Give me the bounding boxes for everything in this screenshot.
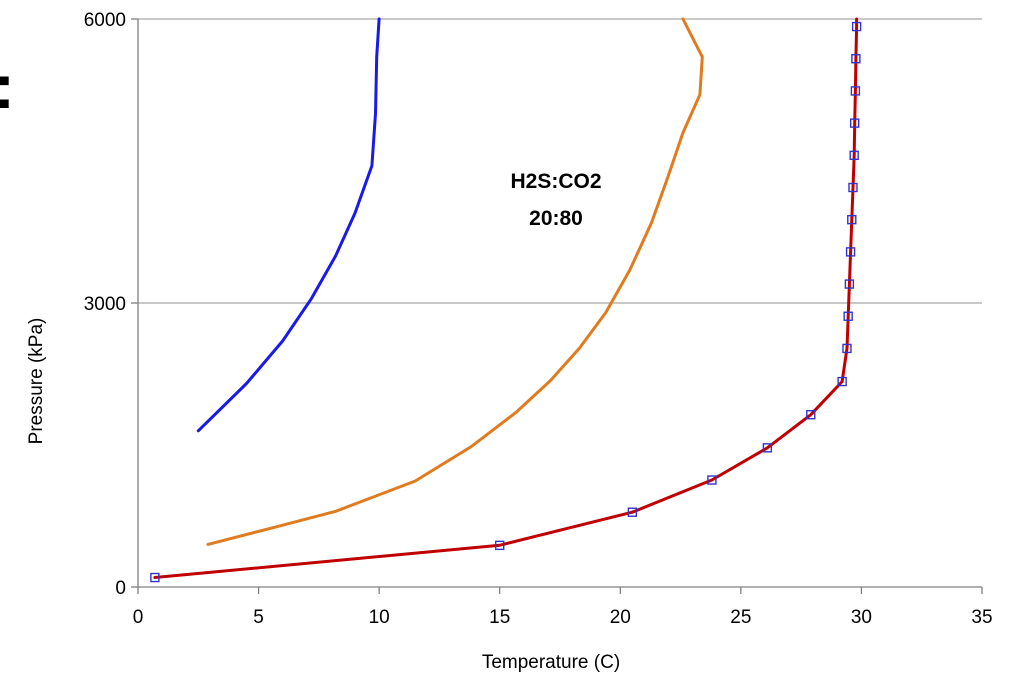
series-3-point-13 xyxy=(848,182,858,193)
x-tick-label-20: 20 xyxy=(610,607,631,628)
series-3-point-11 xyxy=(845,247,856,257)
x-tick-label-5: 5 xyxy=(253,607,264,628)
series-layer xyxy=(150,17,862,583)
annotation-line-1: H2S:CO2 xyxy=(510,170,601,193)
series-3-point-10 xyxy=(844,279,855,289)
y-tick-label-0: 0 xyxy=(115,578,126,599)
series-3-point-7 xyxy=(837,376,847,387)
tick-labels: 0 5 10 15 20 25 30 35 0 3000 6000 xyxy=(84,10,993,628)
axes xyxy=(131,18,983,594)
series-3-point-18 xyxy=(851,21,862,32)
series-3-point-1 xyxy=(150,572,160,583)
series-3-point-3 xyxy=(627,507,638,517)
series-3-point-5 xyxy=(762,443,773,453)
edge-colon-glyph: : xyxy=(0,53,15,122)
x-tick-label-25: 25 xyxy=(730,607,751,628)
x-tick-label-35: 35 xyxy=(971,607,992,628)
series-line-2 xyxy=(206,17,704,546)
x-tick-label-10: 10 xyxy=(369,607,390,628)
x-axis-title: Temperature (C) xyxy=(482,652,620,673)
series-line-3 xyxy=(153,17,859,579)
series-3-point-14 xyxy=(849,150,859,161)
x-tick-label-0: 0 xyxy=(133,607,144,628)
series-3-point-4 xyxy=(707,475,717,485)
y-tick-label-6000: 6000 xyxy=(84,10,126,31)
series-3-point-15 xyxy=(849,118,860,128)
series-3-point-9 xyxy=(843,311,853,321)
series-3-point-12 xyxy=(847,214,857,225)
x-tick-label-30: 30 xyxy=(851,607,872,628)
grid-lines xyxy=(138,18,982,304)
annotation-line-2: 20:80 xyxy=(529,207,583,230)
series-3-point-8 xyxy=(842,343,852,354)
series-3-point-17 xyxy=(851,54,861,64)
series-3-point-6 xyxy=(806,410,816,420)
x-tick-label-15: 15 xyxy=(489,607,510,628)
series-line-1 xyxy=(196,17,381,433)
series-3-point-2 xyxy=(495,540,505,551)
y-tick-label-3000: 3000 xyxy=(84,294,126,315)
y-axis-title: Pressure (kPa) xyxy=(26,318,47,445)
series-3-point-16 xyxy=(850,86,861,96)
